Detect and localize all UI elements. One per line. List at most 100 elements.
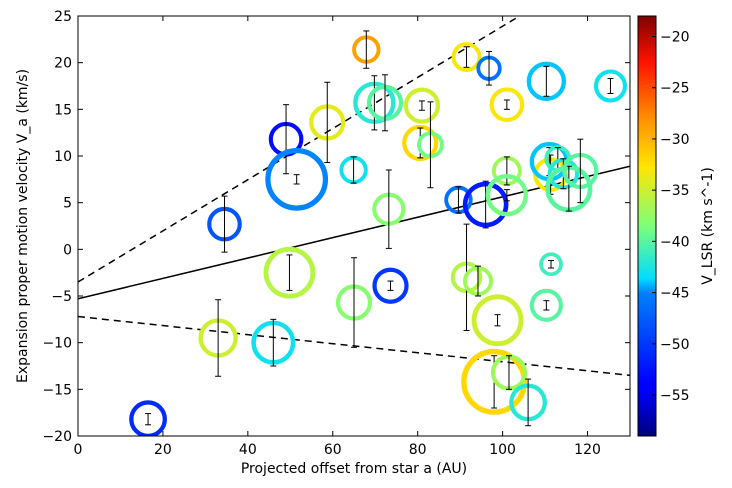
error-bar [474, 265, 481, 297]
error-bar [381, 74, 388, 132]
ring-marker [403, 87, 441, 124]
error-bar [577, 138, 584, 204]
data-point-19 [444, 185, 473, 215]
colorbar [638, 16, 656, 436]
error-bar [270, 318, 277, 367]
error-bar [145, 413, 152, 426]
error-bar [543, 300, 550, 311]
ring-marker [451, 42, 482, 73]
colorbar-tick-label: −55 [660, 388, 690, 404]
x-axis-label: Projected offset from star a (AU) [241, 461, 467, 477]
data-point-23 [462, 180, 509, 229]
ring-marker [526, 61, 567, 102]
ring-marker [265, 147, 329, 211]
data-point-35 [539, 252, 563, 277]
ring-marker [593, 69, 628, 103]
colorbar-tick-label: −50 [660, 337, 690, 353]
data-point-40 [593, 69, 628, 103]
error-bar [482, 180, 489, 229]
colorbar-frame [637, 15, 657, 437]
colorbar-tick-label: −25 [660, 81, 690, 97]
data-point-5 [265, 147, 329, 211]
error-bar [548, 260, 555, 269]
colorbar-tick-label: −20 [660, 29, 690, 45]
error-bar [503, 99, 510, 110]
data-point-1 [198, 299, 238, 377]
ring-marker [471, 294, 524, 347]
data-point-27 [489, 87, 525, 122]
data-point-38 [545, 165, 593, 213]
error-bar [283, 104, 290, 175]
error-bar [503, 156, 510, 186]
data-point-14 [372, 267, 409, 304]
data-point-29 [490, 354, 528, 391]
colorbar-tick-label: −35 [660, 183, 690, 199]
error-bar [363, 30, 370, 69]
x-tick-label: 100 [489, 442, 516, 458]
data-point-10 [352, 30, 381, 69]
data-point-39 [562, 138, 599, 204]
ring-marker [529, 288, 563, 322]
error-bar [286, 254, 293, 291]
data-point-21 [462, 265, 493, 297]
data-point-15 [403, 87, 441, 124]
ring-marker [402, 124, 439, 162]
y-tick-label: 0 [63, 242, 72, 258]
error-bar [385, 169, 392, 249]
data-point-9 [335, 257, 373, 348]
error-bar [293, 174, 300, 185]
error-bar [221, 195, 228, 253]
data-point-3 [251, 318, 296, 367]
error-bar [427, 101, 434, 189]
colorbar-tick-label: −40 [660, 234, 690, 250]
error-bar [486, 50, 493, 86]
data-point-30 [509, 378, 547, 427]
data-point-32 [529, 288, 563, 322]
error-bar [387, 280, 394, 291]
data-point-31 [526, 61, 567, 102]
error-bar [371, 75, 378, 131]
colorbar-tick-label: −45 [660, 286, 690, 302]
ring-marker [489, 87, 525, 122]
data-point-2 [207, 195, 242, 253]
x-tick-label: 120 [574, 442, 601, 458]
error-bar [463, 46, 470, 68]
ring-marker [539, 252, 563, 277]
y-axis-label: Expansion proper motion velocity V_a (km… [15, 69, 31, 383]
data-point-11 [353, 75, 396, 131]
error-bar [351, 257, 357, 348]
error-bar [455, 186, 462, 214]
x-tick-label: 60 [324, 442, 342, 458]
y-tick-label: −10 [42, 336, 72, 352]
ring-marker [485, 173, 529, 217]
points-layer [129, 30, 628, 436]
plot-area [78, 16, 630, 436]
data-point-7 [309, 81, 346, 164]
error-bar [543, 65, 550, 97]
data-point-24 [471, 294, 524, 347]
colorbar-axis: −20 −25 −30 −35 −40 −45 −50 −55 [652, 29, 690, 404]
error-bar [607, 78, 614, 94]
data-point-12 [366, 74, 404, 132]
data-point-13 [372, 169, 406, 249]
y-tick-label: 25 [54, 9, 72, 25]
ring-marker [263, 246, 316, 299]
error-bar [505, 355, 512, 390]
y-tick-label: 20 [54, 56, 72, 72]
y-tick-label: 15 [54, 102, 72, 118]
error-bar [418, 100, 425, 111]
fit-line-0 [78, 165, 630, 300]
y-tick-label: 10 [54, 149, 72, 165]
y-tick-label: 5 [63, 196, 72, 212]
data-point-28 [485, 173, 529, 217]
x-tick-label: 40 [239, 442, 257, 458]
plot-frame [77, 15, 631, 437]
error-bar [215, 299, 222, 377]
x-tick-label: 80 [409, 442, 427, 458]
x-axis: 0 20 40 60 80 100 120 [74, 16, 601, 458]
error-bar [494, 314, 501, 327]
data-point-8 [339, 155, 368, 185]
colorbar-tick-label: −30 [660, 132, 690, 148]
data-point-18 [451, 42, 482, 73]
error-bar [350, 156, 357, 184]
